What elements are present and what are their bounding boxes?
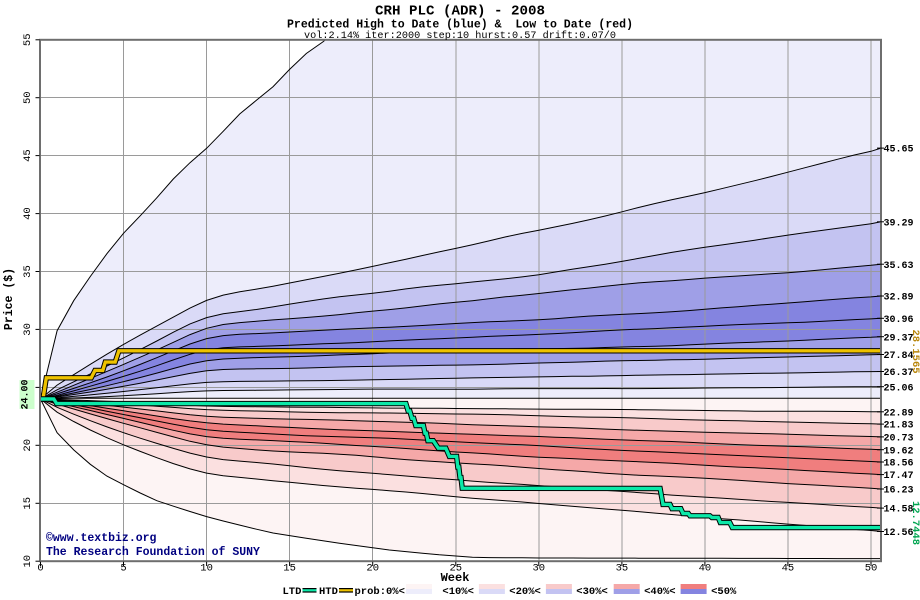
svg-text:24.00: 24.00 bbox=[21, 379, 32, 409]
svg-text:27.84: 27.84 bbox=[884, 351, 914, 362]
svg-text:15: 15 bbox=[283, 563, 296, 575]
svg-text:25: 25 bbox=[449, 563, 462, 575]
svg-text:28.1565: 28.1565 bbox=[909, 329, 920, 373]
svg-text:16.23: 16.23 bbox=[884, 486, 914, 497]
svg-text:40: 40 bbox=[22, 207, 34, 220]
svg-text:CRH PLC (ADR) - 2008: CRH PLC (ADR) - 2008 bbox=[375, 4, 545, 20]
svg-text:45: 45 bbox=[22, 149, 34, 162]
svg-text:LTD: LTD bbox=[283, 586, 302, 598]
svg-text:19.62: 19.62 bbox=[884, 446, 914, 457]
svg-text:20: 20 bbox=[22, 439, 34, 452]
svg-text:25.06: 25.06 bbox=[884, 383, 914, 394]
svg-text:prob:0%<: prob:0%< bbox=[355, 586, 405, 598]
svg-text:12.7448: 12.7448 bbox=[909, 501, 920, 545]
svg-text:50: 50 bbox=[865, 563, 878, 575]
svg-text:<30%<: <30%< bbox=[576, 586, 608, 598]
svg-text:Predicted High to Date (blue): Predicted High to Date (blue) & Low to D… bbox=[287, 19, 633, 32]
svg-text:29.37: 29.37 bbox=[884, 333, 914, 344]
svg-text:55: 55 bbox=[22, 33, 34, 46]
svg-text:15: 15 bbox=[22, 497, 34, 510]
svg-text:10: 10 bbox=[22, 555, 34, 568]
svg-text:5: 5 bbox=[120, 563, 126, 575]
svg-text:45: 45 bbox=[782, 563, 795, 575]
svg-text:©www.textbiz.org: ©www.textbiz.org bbox=[46, 532, 157, 545]
svg-text:50: 50 bbox=[22, 91, 34, 104]
svg-text:10: 10 bbox=[200, 563, 213, 575]
svg-text:35: 35 bbox=[616, 563, 629, 575]
svg-text:The Research Foundation of SUN: The Research Foundation of SUNY bbox=[46, 546, 260, 559]
svg-text:<10%<: <10%< bbox=[442, 586, 474, 598]
svg-text:40: 40 bbox=[699, 563, 712, 575]
svg-text:0: 0 bbox=[37, 563, 43, 575]
svg-text:Week: Week bbox=[441, 571, 470, 585]
svg-text:17.47: 17.47 bbox=[884, 471, 914, 482]
svg-text:<40%<: <40%< bbox=[644, 586, 676, 598]
svg-text:45.65: 45.65 bbox=[884, 145, 914, 156]
svg-text:<50%: <50% bbox=[711, 586, 737, 598]
svg-text:35: 35 bbox=[22, 265, 34, 278]
svg-text:39.29: 39.29 bbox=[884, 218, 914, 229]
svg-text:vol:2.14% iter:2000 step:10 hu: vol:2.14% iter:2000 step:10 hurst:0.57 d… bbox=[304, 30, 616, 42]
svg-text:20: 20 bbox=[366, 563, 379, 575]
svg-text:12.56: 12.56 bbox=[884, 528, 914, 539]
svg-text:32.89: 32.89 bbox=[884, 293, 914, 304]
svg-text:26.37: 26.37 bbox=[884, 368, 914, 379]
svg-text:14.58: 14.58 bbox=[884, 505, 914, 516]
svg-text:20.73: 20.73 bbox=[884, 434, 914, 445]
svg-text:30: 30 bbox=[22, 323, 34, 336]
svg-text:Price ($): Price ($) bbox=[3, 268, 16, 330]
svg-text:30.96: 30.96 bbox=[884, 315, 914, 326]
svg-text:35.63: 35.63 bbox=[884, 261, 914, 272]
svg-text:22.89: 22.89 bbox=[884, 408, 914, 419]
svg-text:30: 30 bbox=[532, 563, 545, 575]
svg-text:18.56: 18.56 bbox=[884, 459, 914, 470]
svg-text:<20%<: <20%< bbox=[509, 586, 541, 598]
svg-text:21.83: 21.83 bbox=[884, 421, 914, 432]
svg-text:HTD: HTD bbox=[319, 586, 338, 598]
